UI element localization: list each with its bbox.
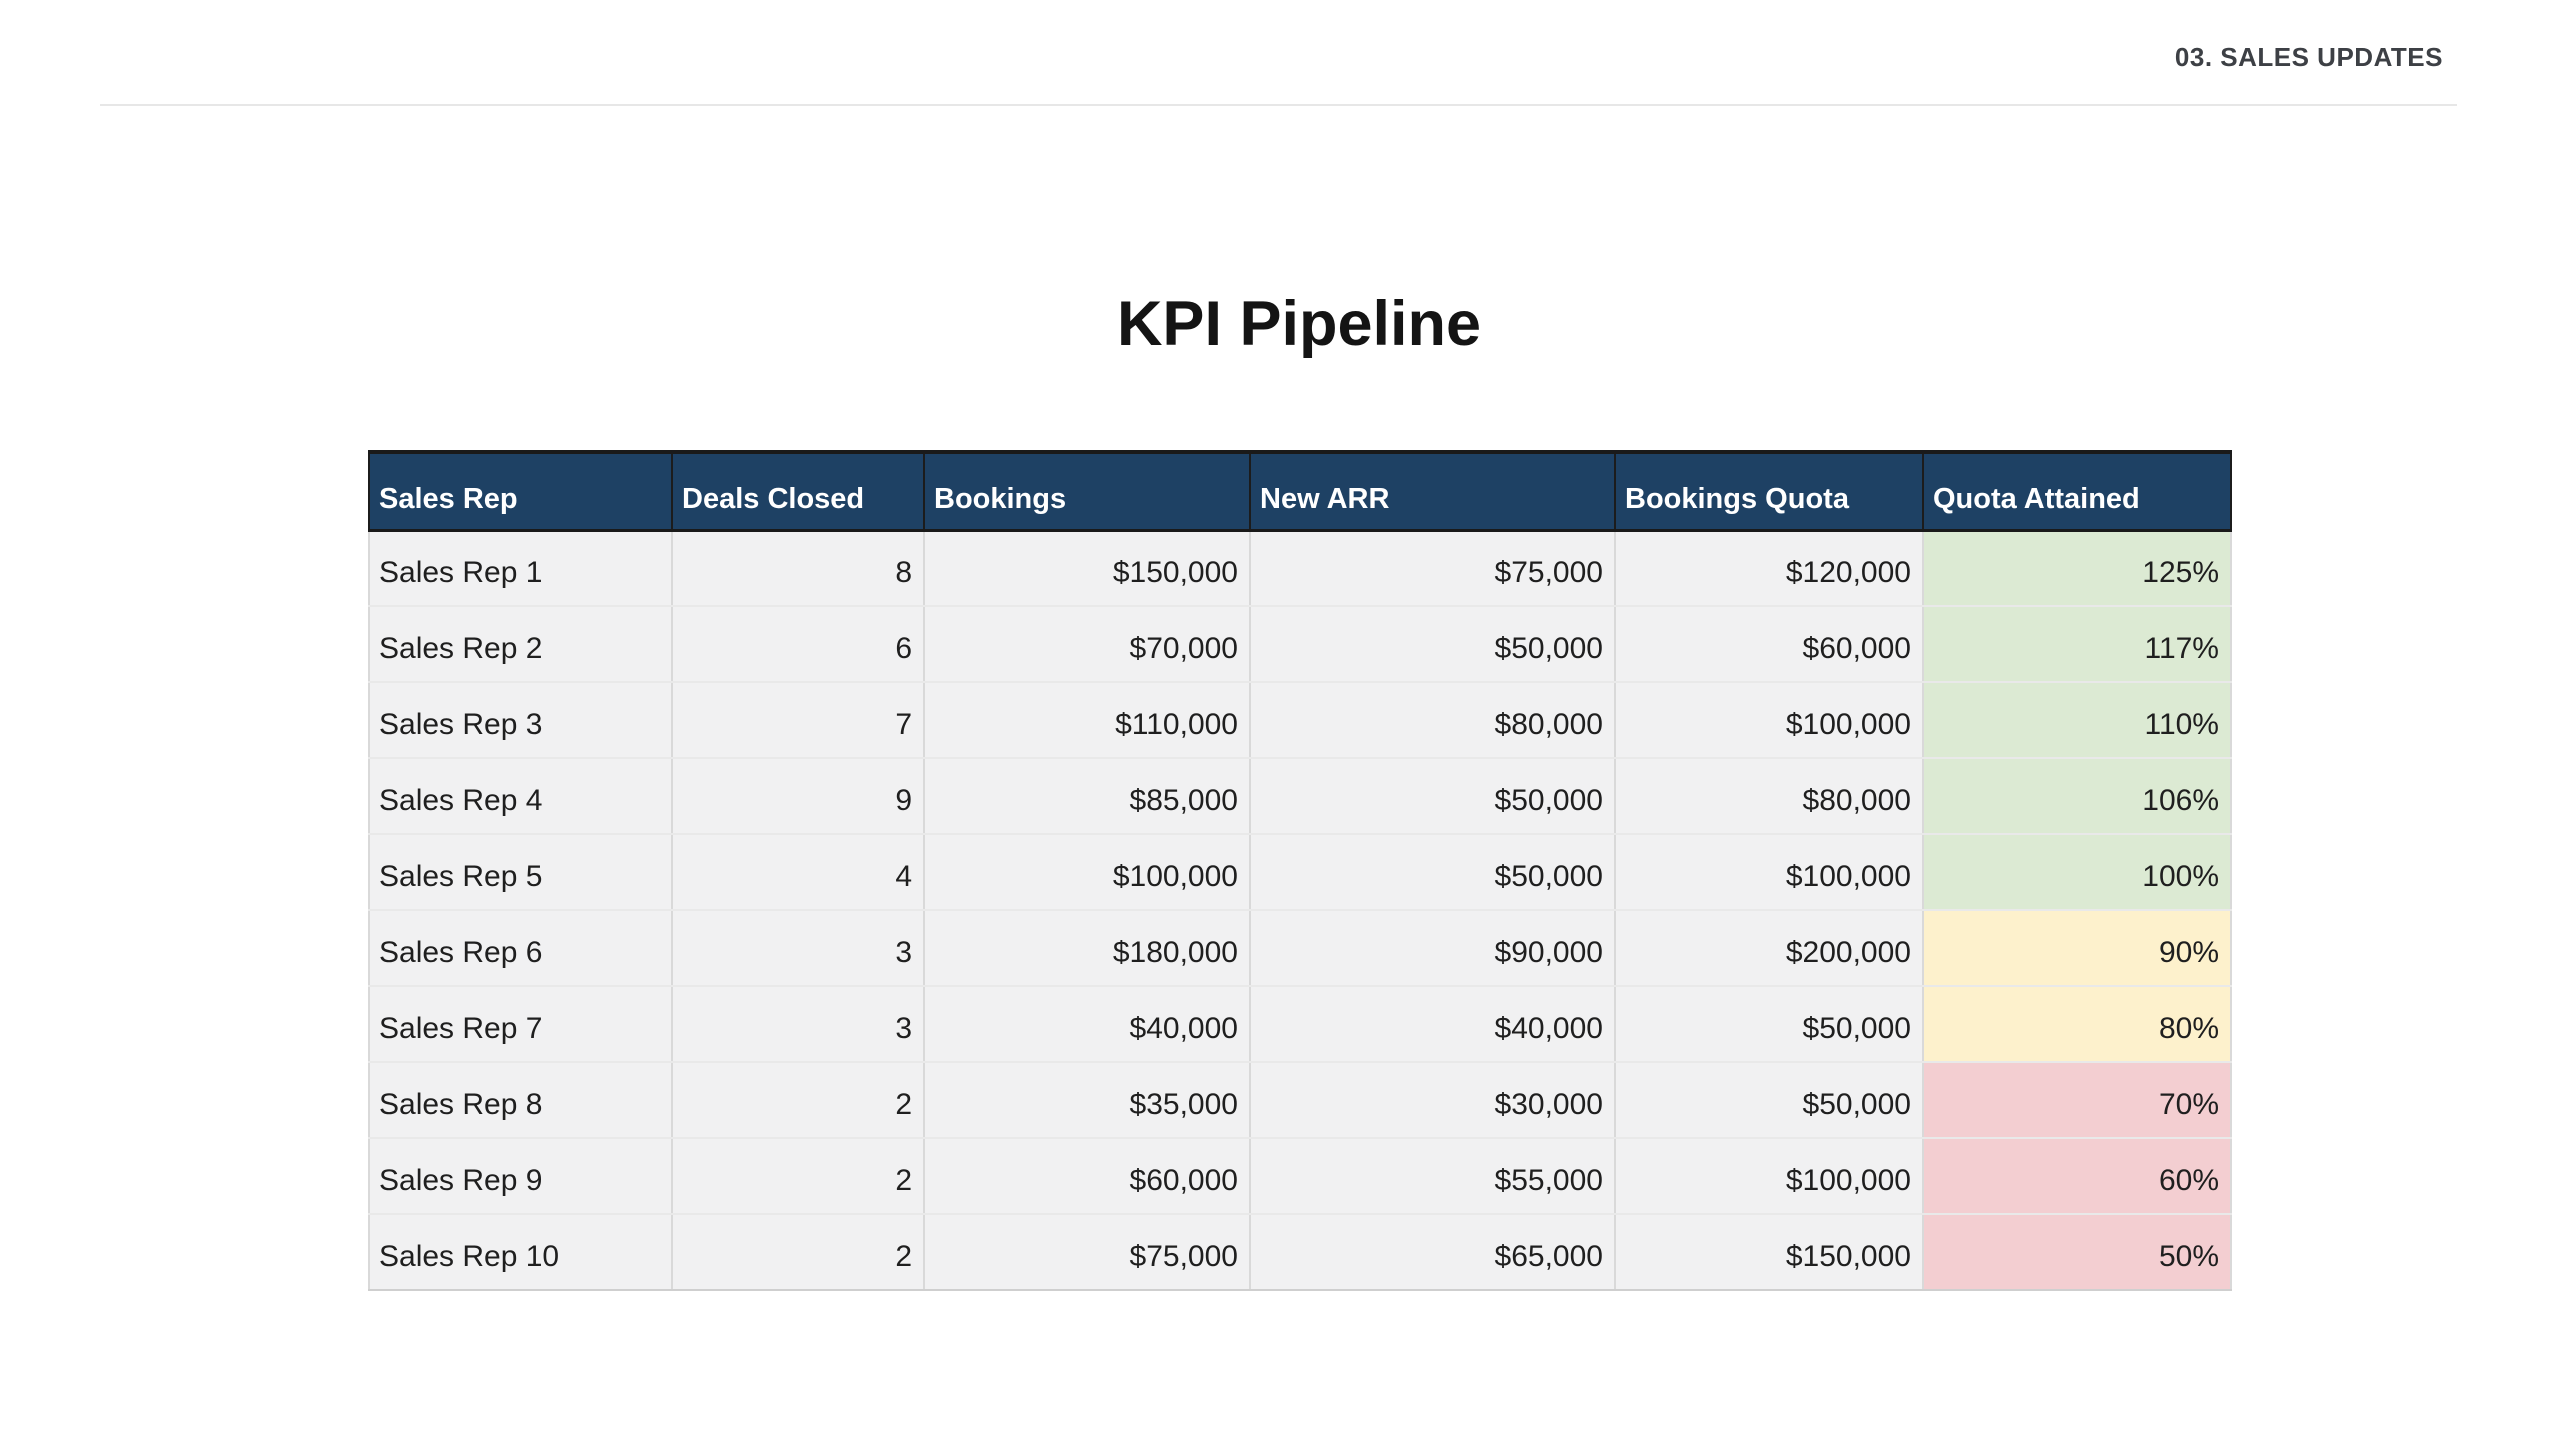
cell-bookings: $40,000: [923, 985, 1251, 1063]
cell-rep: Sales Rep 4: [368, 757, 673, 835]
table-row: Sales Rep 5 4 $100,000 $50,000 $100,000 100%: [368, 833, 2232, 911]
cell-new-arr: $50,000: [1249, 757, 1616, 835]
table-row: Sales Rep 9 2 $60,000 $55,000 $100,000 60%: [368, 1137, 2232, 1215]
table-row: Sales Rep 4 9 $85,000 $50,000 $80,000 106%: [368, 757, 2232, 835]
cell-attained: 60%: [1922, 1137, 2232, 1215]
cell-attained: 90%: [1922, 909, 2232, 987]
column-header-bookings-quota: Bookings Quota: [1614, 450, 1924, 532]
cell-rep: Sales Rep 8: [368, 1061, 673, 1139]
cell-bookings: $180,000: [923, 909, 1251, 987]
table-row: Sales Rep 1 8 $150,000 $75,000 $120,000 125%: [368, 529, 2232, 607]
cell-deals: 2: [671, 1137, 925, 1215]
column-header-deals-closed: Deals Closed: [671, 450, 925, 532]
cell-attained: 106%: [1922, 757, 2232, 835]
cell-rep: Sales Rep 7: [368, 985, 673, 1063]
cell-quota: $50,000: [1614, 985, 1924, 1063]
cell-new-arr: $40,000: [1249, 985, 1616, 1063]
cell-bookings: $35,000: [923, 1061, 1251, 1139]
column-header-bookings: Bookings: [923, 450, 1251, 532]
page-title: KPI Pipeline: [1116, 289, 1482, 359]
cell-new-arr: $50,000: [1249, 605, 1616, 683]
cell-new-arr: $90,000: [1249, 909, 1616, 987]
cell-quota: $100,000: [1614, 833, 1924, 911]
table-row: Sales Rep 3 7 $110,000 $80,000 $100,000 110%: [368, 681, 2232, 759]
column-header-new-arr: New ARR: [1249, 450, 1616, 532]
cell-new-arr: $65,000: [1249, 1213, 1616, 1291]
cell-bookings: $100,000: [923, 833, 1251, 911]
cell-quota: $100,000: [1614, 1137, 1924, 1215]
cell-quota: $150,000: [1614, 1213, 1924, 1291]
table-row: Sales Rep 10 2 $75,000 $65,000 $150,000 50%: [368, 1213, 2232, 1291]
cell-deals: 8: [671, 529, 925, 607]
cell-new-arr: $55,000: [1249, 1137, 1616, 1215]
cell-attained: 125%: [1922, 529, 2232, 607]
table-header-row: Sales Rep Deals Closed Bookings New ARR Book…: [368, 450, 2232, 532]
slide-section-label: 03. SALES UPDATES: [2174, 42, 2443, 72]
column-header-sales-rep: Sales Rep: [368, 450, 673, 532]
cell-quota: $200,000: [1614, 909, 1924, 987]
cell-bookings: $75,000: [923, 1213, 1251, 1291]
cell-rep: Sales Rep 6: [368, 909, 673, 987]
cell-deals: 2: [671, 1213, 925, 1291]
cell-deals: 3: [671, 985, 925, 1063]
column-header-quota-attained: Quota Attained: [1922, 450, 2232, 532]
cell-new-arr: $80,000: [1249, 681, 1616, 759]
cell-attained: 110%: [1922, 681, 2232, 759]
cell-bookings: $85,000: [923, 757, 1251, 835]
cell-rep: Sales Rep 2: [368, 605, 673, 683]
cell-deals: 9: [671, 757, 925, 835]
cell-new-arr: $75,000: [1249, 529, 1616, 607]
table-row: Sales Rep 2 6 $70,000 $50,000 $60,000 117%: [368, 605, 2232, 683]
cell-rep: Sales Rep 10: [368, 1213, 673, 1291]
header-divider: [100, 104, 2457, 106]
cell-quota: $100,000: [1614, 681, 1924, 759]
cell-rep: Sales Rep 3: [368, 681, 673, 759]
cell-rep: Sales Rep 5: [368, 833, 673, 911]
cell-deals: 4: [671, 833, 925, 911]
cell-new-arr: $50,000: [1249, 833, 1616, 911]
table-row: Sales Rep 7 3 $40,000 $40,000 $50,000 80%: [368, 985, 2232, 1063]
cell-quota: $50,000: [1614, 1061, 1924, 1139]
kpi-table: Sales Rep Deals Closed Bookings New ARR Book…: [368, 450, 2232, 1291]
cell-bookings: $60,000: [923, 1137, 1251, 1215]
cell-new-arr: $30,000: [1249, 1061, 1616, 1139]
cell-deals: 2: [671, 1061, 925, 1139]
cell-quota: $80,000: [1614, 757, 1924, 835]
cell-bookings: $150,000: [923, 529, 1251, 607]
cell-attained: 80%: [1922, 985, 2232, 1063]
cell-quota: $120,000: [1614, 529, 1924, 607]
table-row: Sales Rep 8 2 $35,000 $30,000 $50,000 70%: [368, 1061, 2232, 1139]
cell-deals: 3: [671, 909, 925, 987]
cell-attained: 50%: [1922, 1213, 2232, 1291]
table-row: Sales Rep 6 3 $180,000 $90,000 $200,000 90%: [368, 909, 2232, 987]
cell-rep: Sales Rep 1: [368, 529, 673, 607]
cell-deals: 7: [671, 681, 925, 759]
cell-attained: 100%: [1922, 833, 2232, 911]
table-body: Sales Rep 1 8 $150,000 $75,000 $120,000 125% S…: [368, 529, 2232, 1291]
cell-deals: 6: [671, 605, 925, 683]
cell-attained: 70%: [1922, 1061, 2232, 1139]
cell-quota: $60,000: [1614, 605, 1924, 683]
cell-rep: Sales Rep 9: [368, 1137, 673, 1215]
cell-bookings: $70,000: [923, 605, 1251, 683]
cell-bookings: $110,000: [923, 681, 1251, 759]
cell-attained: 117%: [1922, 605, 2232, 683]
